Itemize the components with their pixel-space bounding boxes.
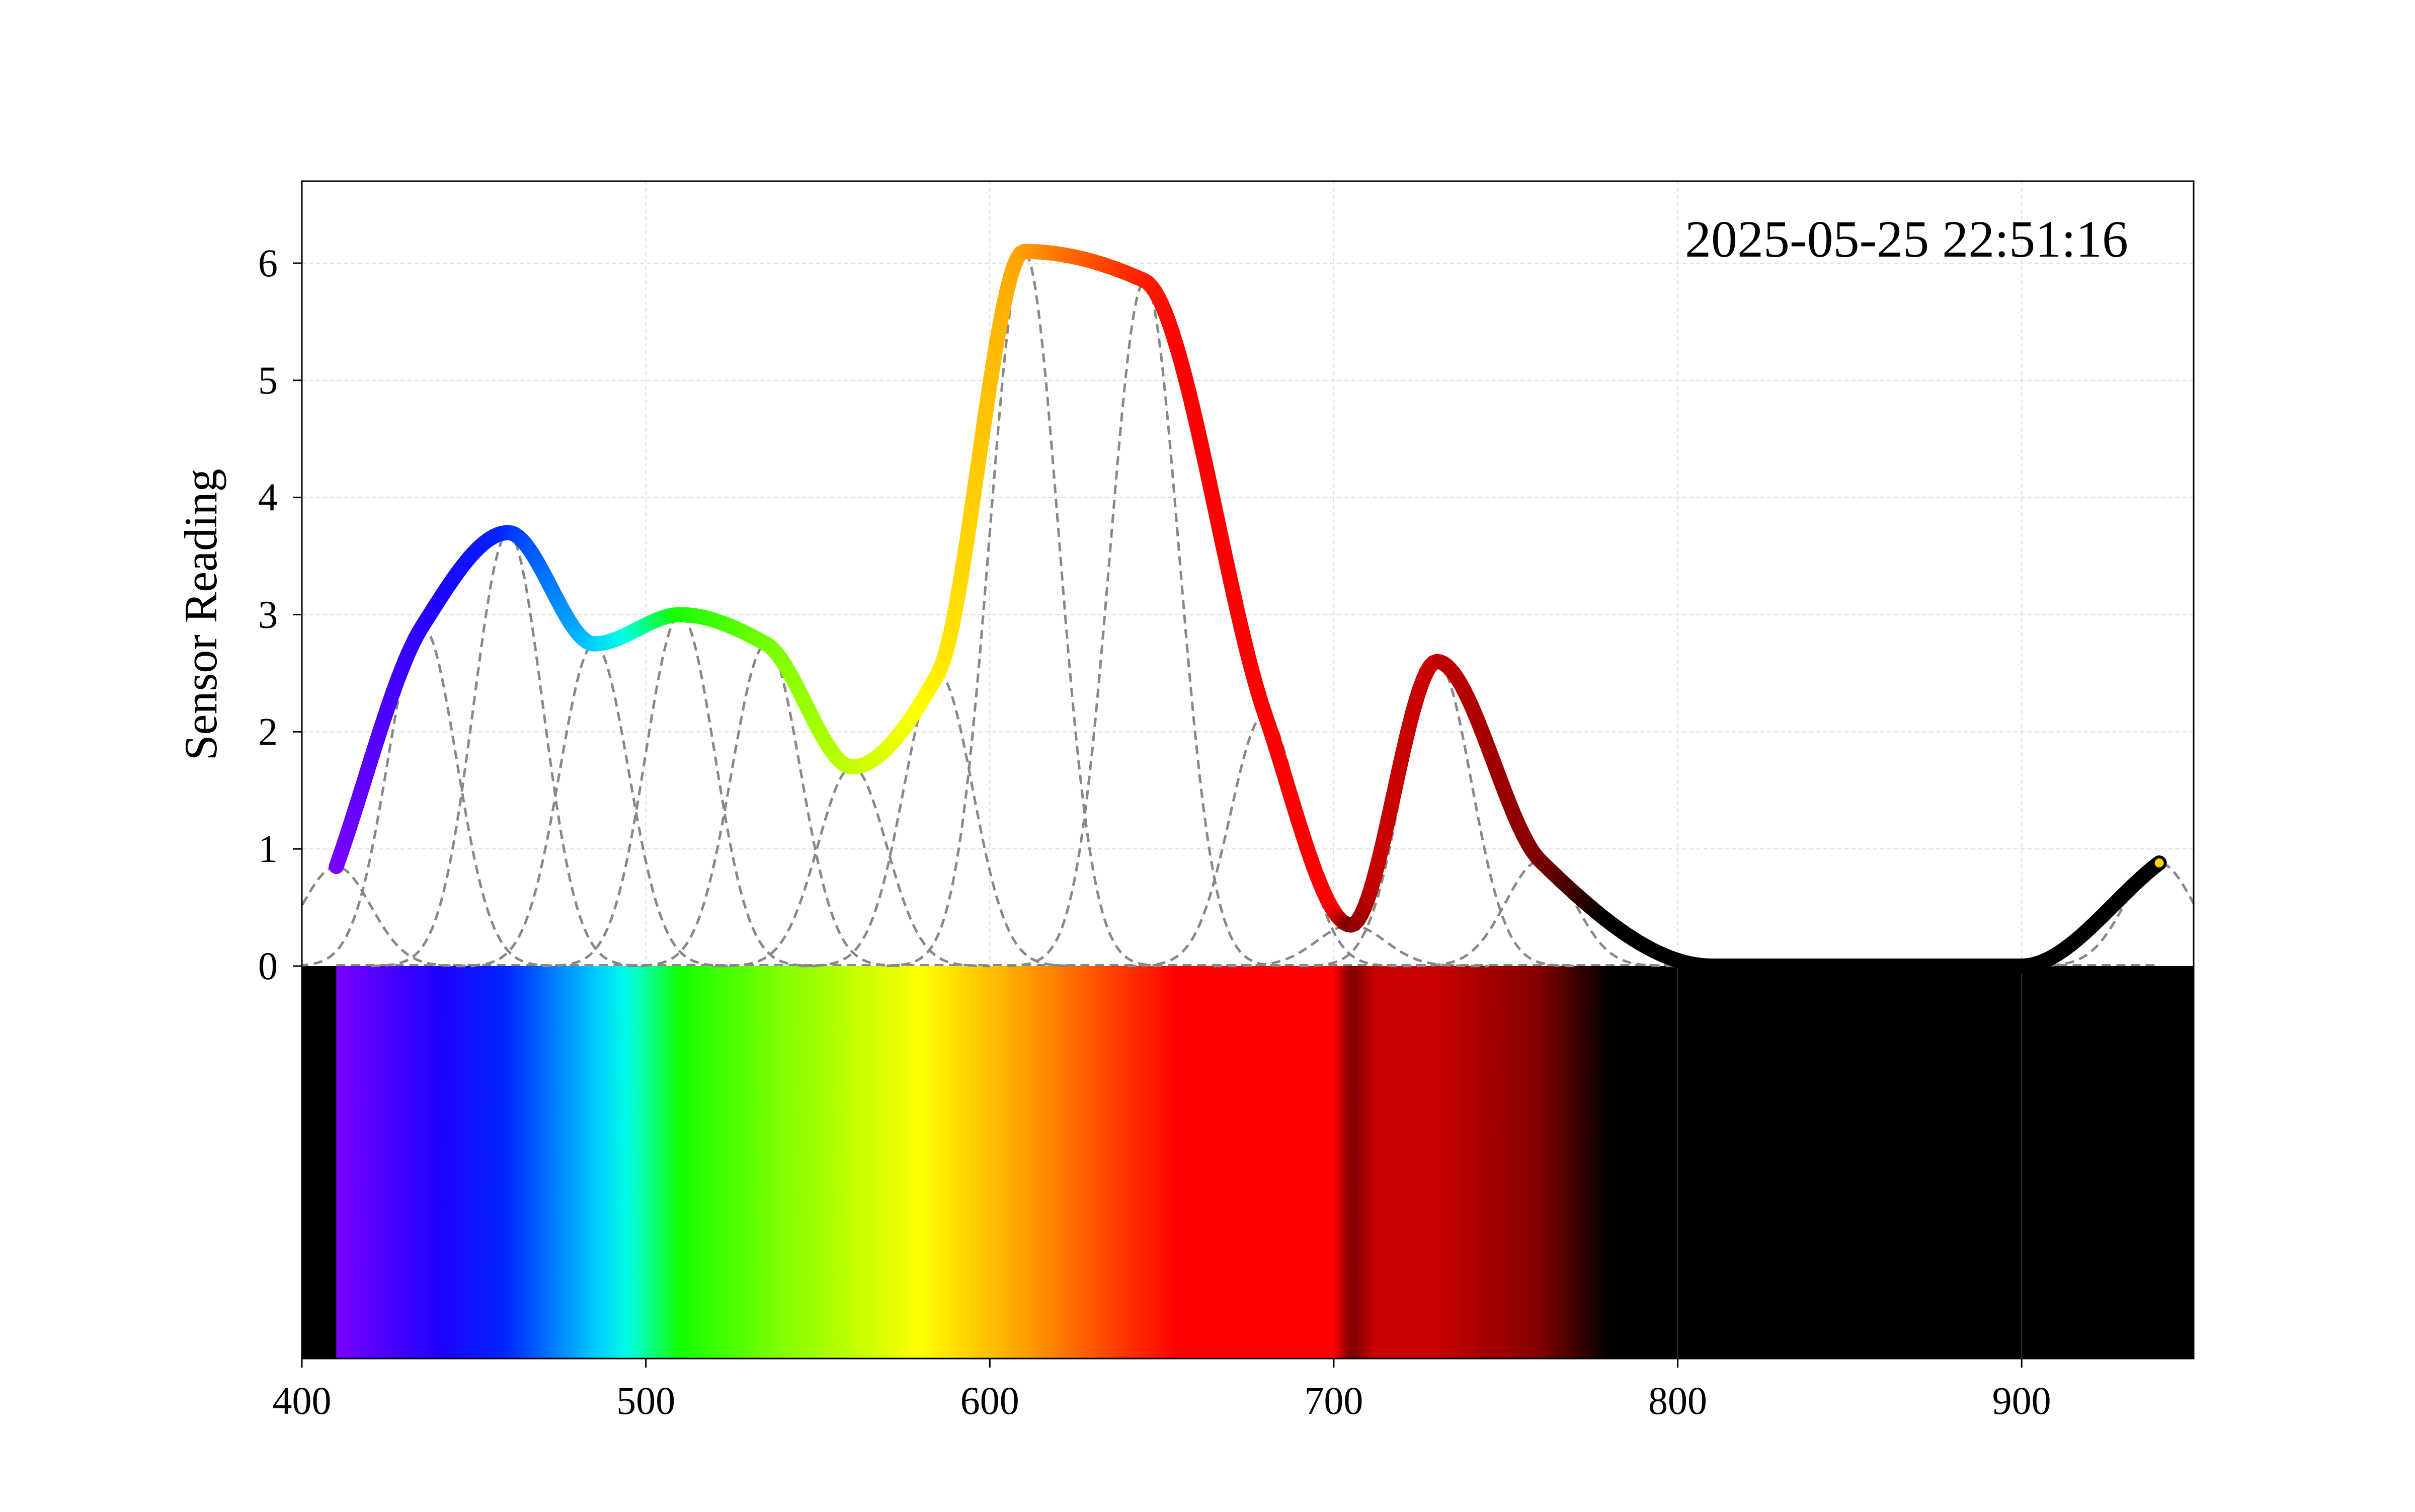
- y-tick-label: 3: [258, 592, 278, 636]
- x-tick-label: 800: [1648, 1379, 1707, 1422]
- x-tick-label: 700: [1304, 1379, 1363, 1422]
- x-tick-label: 500: [616, 1379, 675, 1422]
- y-tick-label: 0: [258, 944, 278, 988]
- y-tick-label: 6: [258, 241, 278, 285]
- start-point: [331, 861, 341, 871]
- end-point-marker: [2155, 858, 2164, 867]
- timestamp-annotation: 2025-05-25 22:51:16: [1685, 210, 2128, 268]
- y-tick-label: 2: [258, 709, 278, 753]
- y-tick-label: 1: [258, 827, 278, 870]
- y-tick-label: 5: [258, 358, 278, 402]
- spectrum-band: [302, 966, 2194, 1359]
- y-axis-label: Sensor Reading: [175, 468, 226, 760]
- x-tick-label: 900: [1992, 1379, 2051, 1422]
- visible-spectrum-gradient: [336, 966, 1608, 1359]
- x-tick-label: 400: [273, 1379, 332, 1422]
- y-tick-label: 4: [258, 475, 278, 519]
- x-tick-label: 600: [960, 1379, 1019, 1422]
